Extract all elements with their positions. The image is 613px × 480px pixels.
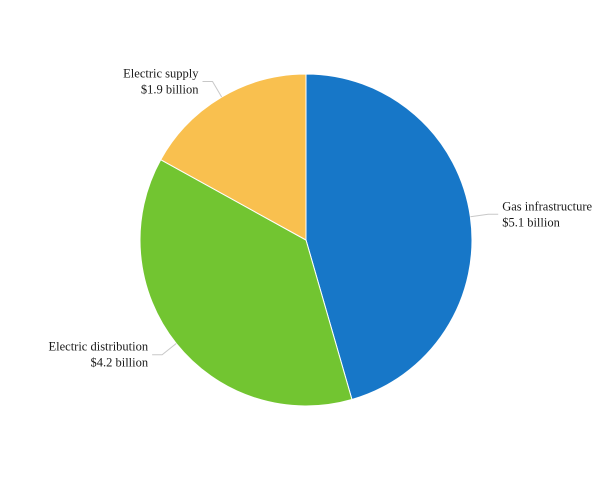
leader-line-gas-infrastructure [470, 213, 499, 218]
pie-label-name: Electric distribution [48, 340, 148, 354]
pie-slice-gas-infrastructure [305, 73, 473, 401]
pie-label-value: $5.1 billion [502, 215, 560, 229]
leader-line-electric-supply [202, 81, 223, 98]
pie-label-electric-supply: Electric supply $1.9 billion [123, 67, 199, 97]
pie-label-name: Electric supply [123, 67, 199, 81]
pie-slice-electric-supply [160, 73, 307, 241]
pie-slices [139, 73, 473, 407]
pie-labels: Gas infrastructure $5.1 billion Electric d… [48, 67, 592, 370]
pie-label-gas-infrastructure: Gas infrastructure $5.1 billion [502, 199, 592, 229]
pie-label-name: Gas infrastructure [502, 199, 592, 213]
pie-label-electric-distribution: Electric distribution $4.2 billion [48, 340, 148, 370]
pie-slice-electric-distribution [139, 159, 353, 407]
pie-label-value: $1.9 billion [141, 83, 199, 97]
leader-line-electric-distribution [152, 343, 177, 356]
pie-label-value: $4.2 billion [90, 356, 148, 370]
